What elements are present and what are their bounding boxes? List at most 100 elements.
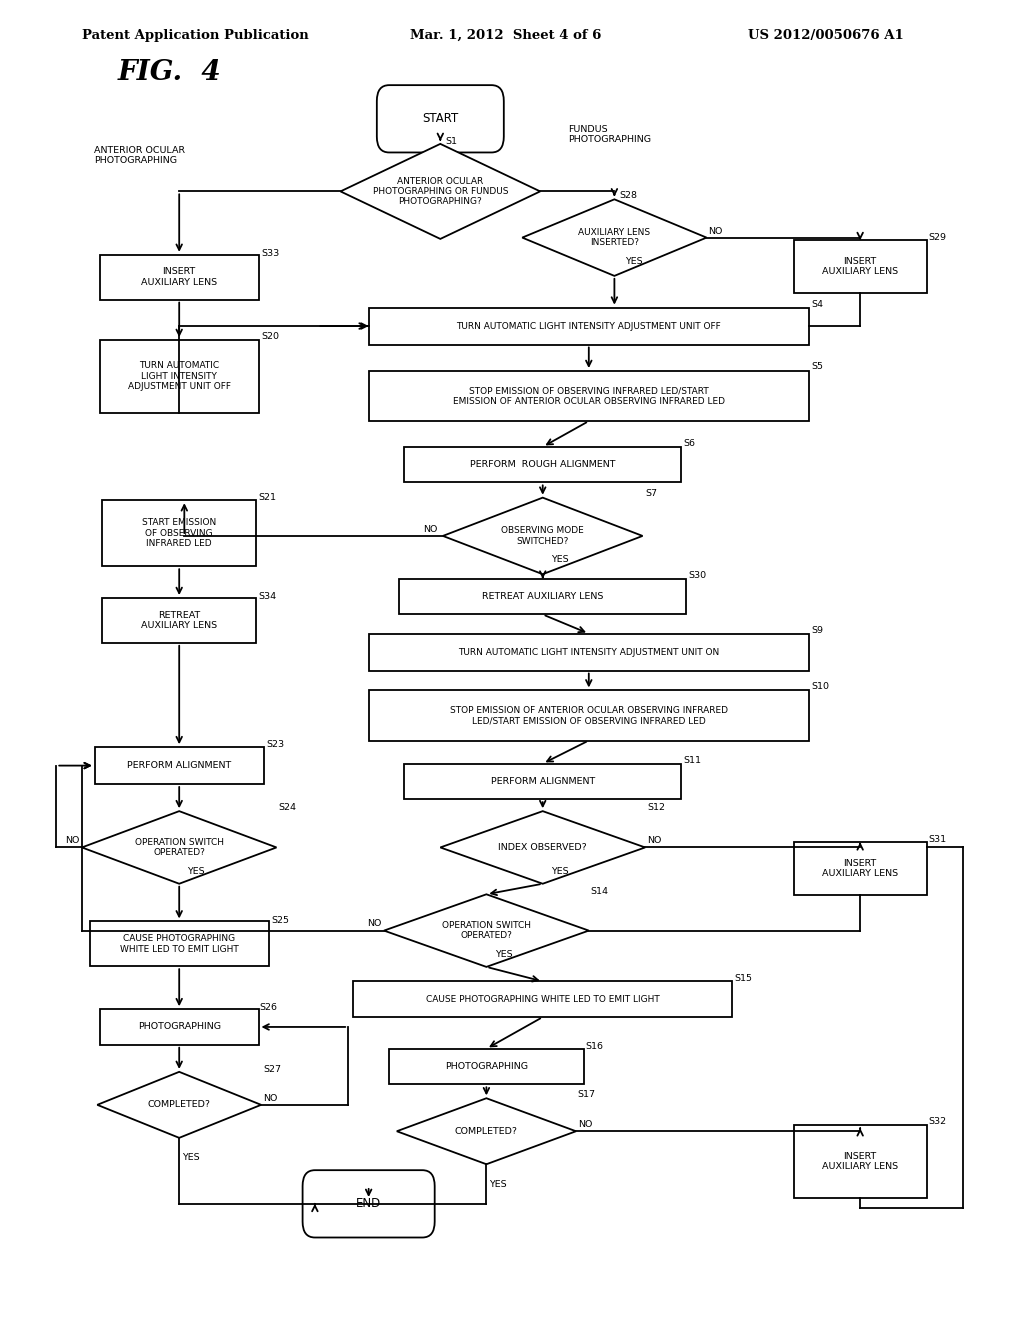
Text: S10: S10 [811,682,829,690]
Text: ANTERIOR OCULAR
PHOTOGRAPHING OR FUNDUS
PHOTOGRAPHING?: ANTERIOR OCULAR PHOTOGRAPHING OR FUNDUS … [373,177,508,206]
Text: S7: S7 [645,490,657,498]
Text: YES: YES [551,556,568,564]
Text: S21: S21 [258,494,276,502]
Text: S9: S9 [811,627,823,635]
Text: S5: S5 [811,363,823,371]
Text: YES: YES [489,1180,507,1188]
Polygon shape [97,1072,261,1138]
Polygon shape [522,199,707,276]
Text: OBSERVING MODE
SWITCHED?: OBSERVING MODE SWITCHED? [502,527,584,545]
Text: US 2012/0050676 A1: US 2012/0050676 A1 [748,29,903,42]
Text: NO: NO [579,1121,593,1129]
Text: S24: S24 [279,804,297,812]
Text: OPERATION SWITCH
OPERATED?: OPERATION SWITCH OPERATED? [442,921,530,940]
Text: RETREAT
AUXILIARY LENS: RETREAT AUXILIARY LENS [141,611,217,630]
Text: S16: S16 [586,1043,604,1051]
Text: CAUSE PHOTOGRAPHING
WHITE LED TO EMIT LIGHT: CAUSE PHOTOGRAPHING WHITE LED TO EMIT LI… [120,935,239,953]
Text: AUXILIARY LENS
INSERTED?: AUXILIARY LENS INSERTED? [579,228,650,247]
Text: FUNDUS
PHOTOGRAPHING: FUNDUS PHOTOGRAPHING [568,125,651,144]
Bar [94,747,264,784]
Text: Patent Application Publication: Patent Application Publication [82,29,308,42]
Bar [369,371,809,421]
Text: S25: S25 [271,916,290,924]
Text: CAUSE PHOTOGRAPHING WHITE LED TO EMIT LIGHT: CAUSE PHOTOGRAPHING WHITE LED TO EMIT LI… [426,995,659,1003]
Text: FIG.  4: FIG. 4 [118,59,221,86]
Text: S32: S32 [929,1118,947,1126]
Text: TURN AUTOMATIC LIGHT INTENSITY ADJUSTMENT UNIT OFF: TURN AUTOMATIC LIGHT INTENSITY ADJUSTMEN… [457,322,721,330]
Text: S34: S34 [258,593,276,601]
Bar [794,1125,927,1199]
Bar [404,763,681,800]
Text: Mar. 1, 2012  Sheet 4 of 6: Mar. 1, 2012 Sheet 4 of 6 [410,29,601,42]
Text: S17: S17 [578,1090,596,1098]
Text: INSERT
AUXILIARY LENS: INSERT AUXILIARY LENS [141,268,217,286]
Bar [369,690,809,741]
Text: RETREAT AUXILIARY LENS: RETREAT AUXILIARY LENS [482,593,603,601]
Text: NO: NO [368,920,382,928]
Text: NO: NO [263,1094,278,1102]
Text: TURN AUTOMATIC
LIGHT INTENSITY
ADJUSTMENT UNIT OFF: TURN AUTOMATIC LIGHT INTENSITY ADJUSTMEN… [128,362,230,391]
Text: S11: S11 [683,756,701,764]
Bar [794,240,927,293]
Text: S1: S1 [445,137,458,145]
Text: NO: NO [66,837,80,845]
Bar [353,982,732,1016]
Text: S23: S23 [266,741,285,748]
Text: S12: S12 [647,804,666,812]
Bar [99,1010,258,1045]
Bar [99,255,258,300]
Polygon shape [440,810,645,884]
Text: S4: S4 [811,301,823,309]
Text: S33: S33 [261,249,280,257]
Bar [102,500,256,566]
Text: S29: S29 [929,234,947,242]
Text: END: END [356,1197,381,1210]
Text: S28: S28 [620,191,638,199]
Text: YES: YES [495,950,512,958]
Text: YES: YES [182,1154,200,1162]
FancyBboxPatch shape [303,1171,434,1238]
Polygon shape [340,144,541,239]
Text: S14: S14 [591,887,609,895]
Polygon shape [82,810,276,884]
Text: STOP EMISSION OF ANTERIOR OCULAR OBSERVING INFRARED
LED/START EMISSION OF OBSERV: STOP EMISSION OF ANTERIOR OCULAR OBSERVI… [450,706,728,725]
FancyBboxPatch shape [377,84,504,152]
Text: COMPLETED?: COMPLETED? [455,1127,518,1135]
Text: YES: YES [187,867,205,875]
Text: INSERT
AUXILIARY LENS: INSERT AUXILIARY LENS [822,1152,898,1171]
Text: S26: S26 [259,1003,278,1011]
Text: NO: NO [709,227,723,235]
Text: YES: YES [551,867,568,875]
Text: STOP EMISSION OF OBSERVING INFRARED LED/START
EMISSION OF ANTERIOR OCULAR OBSERV: STOP EMISSION OF OBSERVING INFRARED LED/… [453,387,725,405]
Text: INDEX OBSERVED?: INDEX OBSERVED? [499,843,587,851]
Text: ANTERIOR OCULAR
PHOTOGRAPHING: ANTERIOR OCULAR PHOTOGRAPHING [94,147,185,165]
Text: PHOTOGRAPHING: PHOTOGRAPHING [444,1063,528,1071]
Polygon shape [396,1098,575,1164]
Bar [389,1048,584,1085]
Text: PHOTOGRAPHING: PHOTOGRAPHING [137,1023,221,1031]
Text: PERFORM ALIGNMENT: PERFORM ALIGNMENT [127,762,231,770]
Bar [99,339,258,412]
Text: PERFORM  ROUGH ALIGNMENT: PERFORM ROUGH ALIGNMENT [470,461,615,469]
Bar [794,842,927,895]
Text: NO: NO [423,525,438,533]
Text: NO: NO [647,837,662,845]
Text: OPERATION SWITCH
OPERATED?: OPERATION SWITCH OPERATED? [135,838,223,857]
Text: S30: S30 [688,572,707,579]
Text: S6: S6 [683,440,695,447]
Bar [399,578,686,614]
Text: START: START [422,112,459,125]
Text: S15: S15 [734,974,753,982]
Bar [102,598,256,643]
Text: INSERT
AUXILIARY LENS: INSERT AUXILIARY LENS [822,257,898,276]
Text: S20: S20 [261,333,280,341]
Text: INSERT
AUXILIARY LENS: INSERT AUXILIARY LENS [822,859,898,878]
Bar [369,308,809,345]
Text: COMPLETED?: COMPLETED? [147,1101,211,1109]
Bar [404,446,681,482]
Polygon shape [442,498,643,574]
Text: S31: S31 [929,836,947,843]
Text: TURN AUTOMATIC LIGHT INTENSITY ADJUSTMENT UNIT ON: TURN AUTOMATIC LIGHT INTENSITY ADJUSTMEN… [458,648,720,656]
Bar [90,921,268,966]
Text: START EMISSION
OF OBSERVING
INFRARED LED: START EMISSION OF OBSERVING INFRARED LED [142,519,216,548]
